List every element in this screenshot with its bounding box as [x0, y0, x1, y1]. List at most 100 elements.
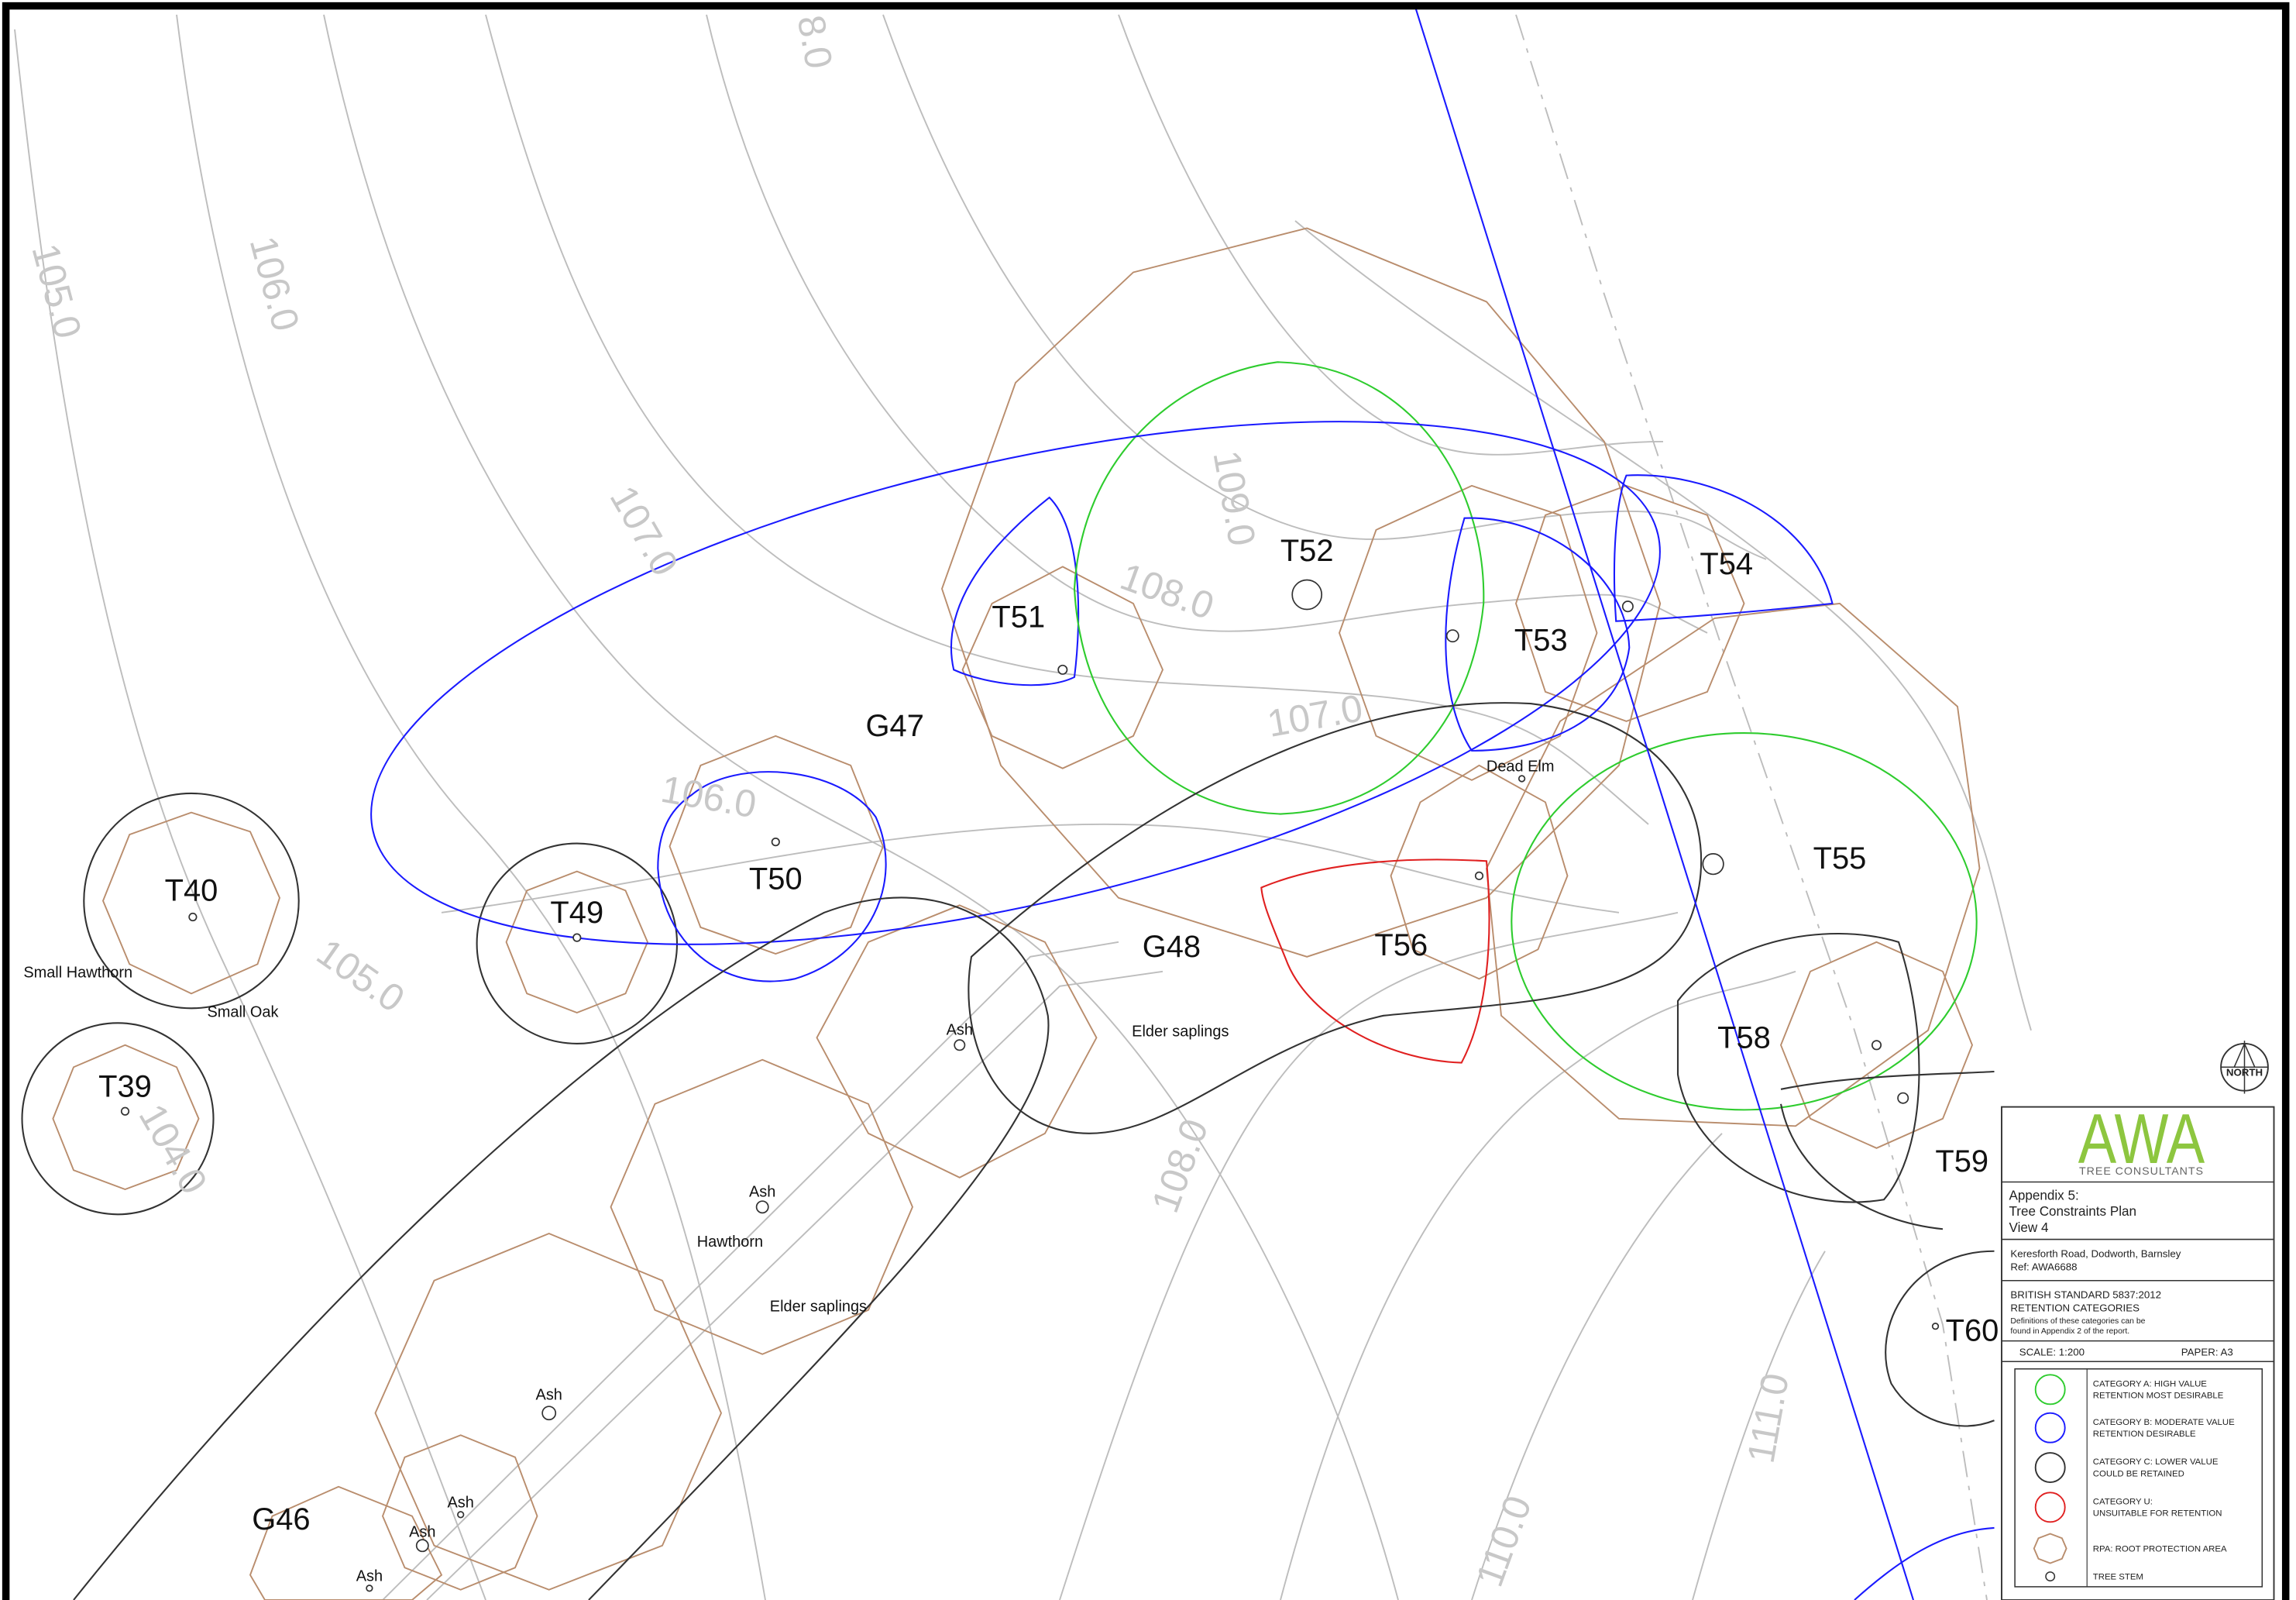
contour-line	[1294, 220, 2032, 1031]
legend-symbol	[2034, 1412, 2066, 1443]
tree-label: T53	[1514, 624, 1568, 658]
rpa	[1486, 602, 1981, 1127]
title-block-frame	[2001, 1106, 2275, 1600]
tree-label: T50	[749, 862, 803, 896]
tree-note: Ash	[409, 1523, 435, 1540]
canopy-cat-u	[1260, 858, 1490, 1064]
legend-symbol	[2045, 1571, 2056, 1582]
tree-label: G47	[866, 709, 924, 743]
tree-note: Dead Elm	[1487, 758, 1555, 775]
tree-stem	[755, 1200, 769, 1214]
tree-label: T51	[992, 600, 1045, 634]
rpa	[381, 1434, 538, 1591]
canopy-cat-c	[21, 1022, 215, 1216]
canopy-cat-b	[1445, 517, 1631, 752]
contour-line	[1692, 1251, 1826, 1600]
boundary-line	[1414, 9, 1914, 1600]
contour-label: 8.0	[789, 12, 840, 72]
contour-line	[485, 14, 1649, 825]
scale: SCALE: 1:200	[2019, 1347, 2085, 1358]
canopy-cat-c	[1885, 1250, 1995, 1427]
rpa	[1390, 764, 1569, 980]
tree-stem	[366, 1585, 373, 1592]
canopy-cat-c	[83, 792, 300, 1010]
north-arrow: NORTH	[2220, 1041, 2269, 1094]
ref: Ref: AWA6688	[2010, 1261, 2077, 1272]
canopy-cat-b	[1854, 1526, 1995, 1600]
tree-label: T59	[1935, 1144, 1988, 1178]
tree-note: Ash	[749, 1183, 775, 1200]
rpa	[1779, 941, 1974, 1149]
contour-line	[1059, 911, 1679, 1600]
legend-frame	[2014, 1368, 2263, 1588]
canopy-cat-a	[1511, 732, 1978, 1111]
canopy-cat-b	[1613, 474, 1834, 622]
rpa	[374, 1232, 723, 1591]
rpa	[52, 1044, 200, 1190]
contour-line	[882, 14, 1767, 560]
legend-symbol	[2034, 1492, 2066, 1523]
tree-stem	[1291, 579, 1323, 611]
tree-label: T40	[165, 874, 218, 908]
canopies	[21, 9, 1995, 1600]
canopy-g48	[968, 702, 1703, 1134]
tree-stem	[1517, 775, 1526, 783]
contour-line	[441, 823, 1620, 914]
tree-stem	[120, 1106, 130, 1116]
canopy-cat-a	[1073, 361, 1485, 815]
contour-line	[176, 14, 766, 1600]
contour-line	[14, 29, 486, 1600]
legend-label: TREE STEM	[2093, 1572, 2143, 1581]
rpa	[940, 227, 1662, 958]
canopy-g46	[73, 896, 1050, 1600]
tree-stem	[771, 838, 780, 847]
north-label: NORTH	[2226, 1067, 2263, 1079]
legend-label: UNSUITABLE FOR RETENTION	[2093, 1509, 2222, 1519]
tree-note: Hawthorn	[697, 1234, 763, 1251]
paper: PAPER: A3	[2181, 1347, 2233, 1358]
legend-symbol	[2033, 1533, 2067, 1564]
rpa	[249, 1485, 443, 1600]
definitions-note: found in Appendix 2 of the report.	[2010, 1327, 2129, 1336]
contour-line	[1471, 1133, 1723, 1600]
tree-note: Elder saplings	[770, 1299, 867, 1316]
legend-label: CATEGORY A: HIGH VALUE	[2093, 1380, 2207, 1389]
tree-stem	[1445, 629, 1459, 643]
tree-label: T52	[1280, 534, 1334, 568]
tree-stem	[1931, 1322, 1940, 1330]
tree-stem	[572, 933, 582, 942]
tree-label: T54	[1700, 547, 1753, 581]
canopy-cat-c	[1676, 932, 1920, 1203]
tree-stem	[541, 1406, 557, 1421]
legend-symbol	[2034, 1374, 2066, 1406]
logo: AWA	[2078, 1099, 2205, 1178]
tree-stem	[954, 1039, 966, 1051]
plan-title: Tree Constraints Plan	[2009, 1204, 2137, 1219]
tree-stem	[188, 912, 198, 922]
tree-stem	[1057, 664, 1068, 675]
legend-label: RPA: ROOT PROTECTION AREA	[2093, 1544, 2227, 1554]
view: View 4	[2009, 1220, 2049, 1235]
tree-label: G46	[252, 1502, 310, 1536]
canopy-cat-c	[1779, 1070, 1995, 1230]
tree-stem	[415, 1539, 429, 1553]
north-pointer	[2221, 1041, 2268, 1094]
legend-label: CATEGORY C: LOWER VALUE	[2093, 1457, 2219, 1467]
tree-note: Small Hawthorn	[23, 964, 132, 981]
rpa	[961, 566, 1164, 769]
tree-stem	[1474, 871, 1484, 880]
legend-label: RETENTION MOST DESIRABLE	[2093, 1392, 2224, 1401]
tree-note: Elder saplings	[1132, 1023, 1229, 1040]
tree-stem	[1621, 600, 1634, 613]
legend-label: CATEGORY B: MODERATE VALUE	[2093, 1418, 2235, 1427]
rpa	[669, 735, 885, 955]
standard: BRITISH STANDARD 5837:2012	[2010, 1289, 2161, 1301]
rpa	[101, 811, 281, 995]
tree-label: G48	[1143, 930, 1201, 964]
rpa-areas	[52, 227, 1981, 1600]
tree-label: T55	[1813, 841, 1867, 876]
contours	[14, 14, 2032, 1600]
